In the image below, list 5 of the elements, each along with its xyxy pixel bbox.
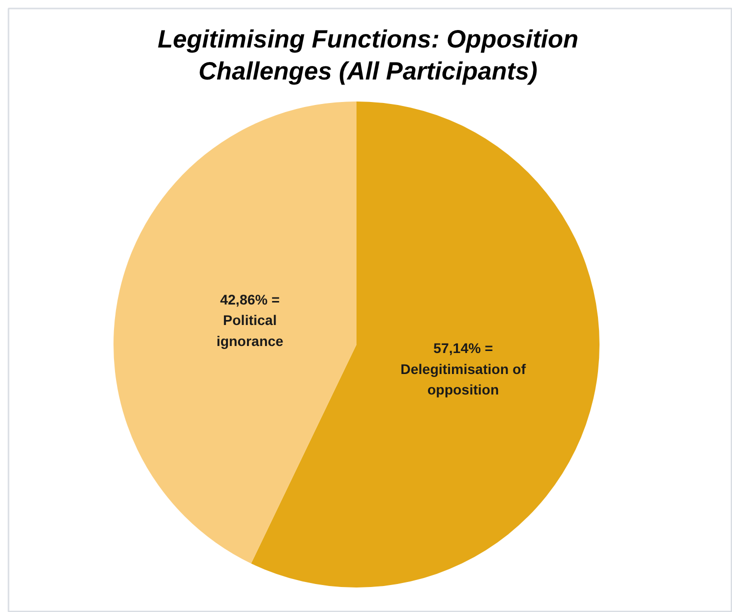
data-label: 42,86% = <box>220 291 280 308</box>
chart-title: Legitimising Functions: Opposition Challenges (All Participants) <box>158 26 578 86</box>
slice-label: Delegitimisation of opposition <box>400 360 526 398</box>
slice-label: Political ignorance <box>216 312 284 349</box>
data-label: 57,14% = <box>433 340 493 356</box>
